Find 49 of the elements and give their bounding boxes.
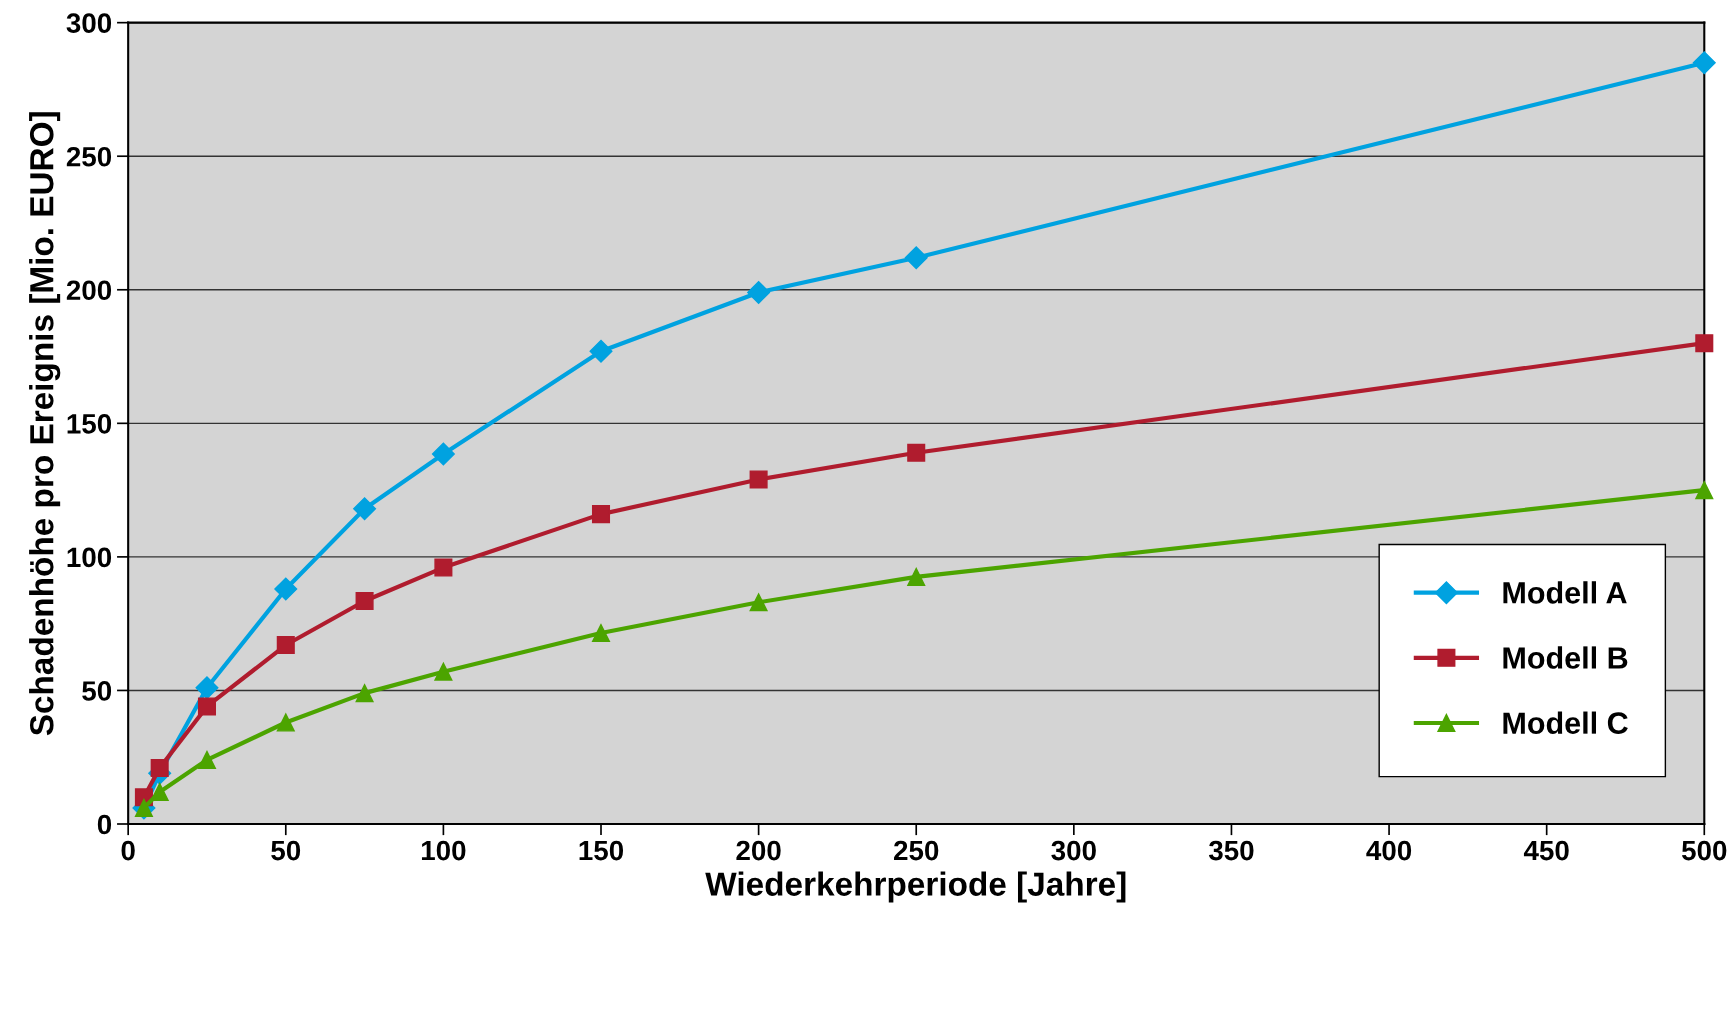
y-tick-label: 0 [97, 814, 112, 835]
point [355, 684, 374, 703]
y-tick-label: 50 [82, 681, 112, 701]
point [1692, 51, 1716, 75]
point [591, 505, 611, 524]
x-tick-label: 250 [894, 840, 939, 861]
point [589, 339, 613, 363]
x-tick-label: 450 [1523, 840, 1569, 861]
point [591, 623, 611, 643]
point [355, 591, 374, 610]
point [749, 593, 768, 612]
legend-label: Modell C [1503, 711, 1628, 734]
point [907, 443, 926, 462]
y-tick-label: 250 [66, 146, 112, 167]
y-tick-label: 100 [67, 547, 112, 568]
point [1695, 334, 1714, 353]
point [904, 246, 928, 270]
point [197, 750, 217, 769]
y-tick-label: 300 [66, 13, 112, 34]
point [276, 636, 295, 655]
x-tick-label: 150 [579, 840, 624, 861]
x-tick-label: 0 [121, 840, 135, 861]
point [353, 497, 377, 521]
x-tick-label: 100 [421, 840, 466, 861]
x-tick-label: 200 [736, 840, 781, 861]
y-axis-title: Schadenhöhe pro Ereignis [Mio. EURO] [29, 112, 61, 736]
point [434, 558, 453, 577]
point [907, 567, 926, 586]
x-tick-label: 400 [1366, 840, 1412, 861]
legend-label: Modell B [1503, 646, 1628, 669]
y-tick-label: 150 [67, 414, 112, 434]
point [749, 470, 768, 489]
point [197, 697, 217, 716]
point [274, 577, 298, 601]
point [276, 713, 295, 732]
x-tick-label: 50 [271, 840, 301, 861]
x-tick-label: 500 [1681, 840, 1727, 861]
point [150, 758, 169, 777]
x-tick-label: 350 [1208, 840, 1254, 861]
point [150, 782, 169, 801]
point [1695, 481, 1714, 500]
y-tick-label: 200 [66, 280, 112, 301]
point [431, 442, 455, 466]
x-axis-title: Wiederkehrperiode [Jahre] [705, 871, 1126, 903]
x-tick-label: 300 [1051, 840, 1096, 861]
point [747, 280, 771, 304]
point [195, 676, 219, 700]
legend-label: Modell A [1503, 581, 1627, 604]
point [434, 662, 453, 681]
